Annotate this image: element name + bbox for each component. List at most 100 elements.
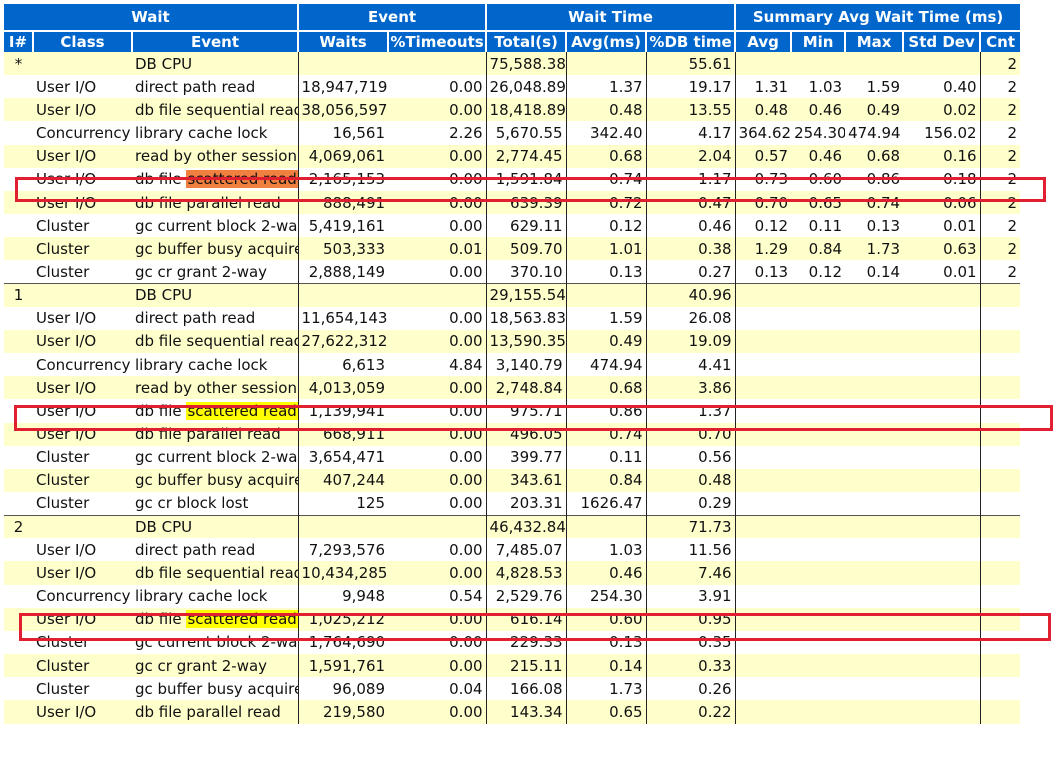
timeouts-cell: 0.00: [388, 422, 487, 446]
class-cell: User I/O: [33, 376, 132, 400]
instance-cell: [4, 306, 33, 330]
class-cell: Cluster: [33, 445, 132, 469]
waits-cell: 219,580: [297, 700, 389, 724]
table-row: Cluster gc current block 2-way 3,654,471 0.…: [4, 445, 1020, 469]
summary-min-cell: [791, 52, 846, 76]
column-header-row: I# Class Event Waits %Timeouts Total(s) …: [4, 30, 1020, 52]
table-row: User I/O db file scattered read 2,165,153 0…: [4, 167, 1020, 191]
total-seconds-cell: 4,828.53: [485, 561, 567, 585]
instance-cell: [4, 167, 33, 191]
summary-std-dev-cell: 0.06: [903, 190, 981, 215]
timeouts-cell: [388, 283, 487, 307]
summary-std-dev-cell: 0.16: [903, 144, 981, 168]
event-cell: gc cr grant 2-way: [132, 654, 299, 678]
avg-ms-cell: 1.37: [565, 75, 647, 99]
event-cell: library cache lock: [132, 353, 299, 377]
summary-min-cell: [791, 677, 846, 701]
summary-max-cell: 1.59: [845, 75, 904, 99]
summary-max-cell: [845, 491, 904, 516]
summary-avg-cell: [734, 538, 792, 562]
table-row: Cluster gc cr grant 2-way 2,888,149 0.00 370…: [4, 260, 1020, 284]
summary-std-dev-cell: [903, 561, 981, 585]
summary-max-cell: 0.68: [845, 144, 904, 168]
class-cell: User I/O: [33, 700, 132, 724]
timeouts-cell: 0.00: [388, 260, 487, 284]
table-row: Cluster gc buffer busy acquire 96,089 0.04 1…: [4, 677, 1020, 701]
event-cell: db file scattered read: [132, 607, 299, 631]
search-match-highlight: scattered read: [186, 401, 298, 420]
waits-cell: 7,293,576: [297, 538, 389, 562]
timeouts-cell: 0.00: [388, 561, 487, 585]
summary-avg-cell: [734, 584, 792, 608]
group-header-summary-avg-wait-time: Summary Avg Wait Time (ms): [734, 4, 1020, 31]
event-cell: db file sequential read: [132, 561, 299, 585]
class-cell: Concurrency: [33, 353, 132, 377]
count-cell: [979, 422, 1020, 446]
timeouts-cell: 0.04: [388, 677, 487, 701]
summary-std-dev-cell: [903, 607, 981, 631]
waits-cell: 96,089: [297, 677, 389, 701]
instance-cell: [4, 144, 33, 168]
db-time-pct-cell: 13.55: [645, 98, 736, 122]
class-cell: [33, 514, 132, 539]
event-cell: db file scattered read: [132, 399, 299, 423]
db-time-pct-cell: 0.29: [645, 491, 736, 516]
total-seconds-cell: 215.11: [485, 654, 567, 678]
avg-ms-cell: 0.65: [565, 700, 647, 724]
summary-std-dev-cell: 0.01: [903, 214, 981, 238]
total-seconds-cell: 7,485.07: [485, 538, 567, 562]
db-time-pct-cell: 0.70: [645, 422, 736, 446]
summary-avg-cell: 1.29: [734, 237, 792, 261]
count-cell: [979, 376, 1020, 400]
event-cell: gc current block 2-way: [132, 445, 299, 469]
summary-max-cell: [845, 584, 904, 608]
count-cell: [979, 514, 1020, 539]
summary-avg-cell: [734, 607, 792, 631]
count-cell: 2: [979, 190, 1020, 215]
summary-min-cell: [791, 422, 846, 446]
summary-std-dev-cell: [903, 700, 981, 724]
summary-min-cell: [791, 700, 846, 724]
instance-cell: [4, 700, 33, 724]
table-row: User I/O db file parallel read 219,580 0.00…: [4, 700, 1020, 724]
db-time-pct-cell: 0.26: [645, 677, 736, 701]
summary-avg-cell: [734, 283, 792, 307]
table-row: User I/O db file sequential read 38,056,59…: [4, 98, 1020, 122]
table-row: User I/O direct path read 11,654,143 0.00 18…: [4, 306, 1020, 330]
instance-cell: [4, 422, 33, 446]
total-seconds-cell: 1,591.84: [485, 167, 567, 191]
avg-ms-cell: 0.12: [565, 214, 647, 238]
summary-avg-cell: [734, 654, 792, 678]
summary-min-cell: 1.03: [791, 75, 846, 99]
event-cell: db file sequential read: [132, 329, 299, 354]
class-cell: Concurrency: [33, 121, 132, 145]
db-time-pct-cell: 1.37: [645, 399, 736, 423]
count-cell: 2: [979, 167, 1020, 191]
count-cell: [979, 654, 1020, 678]
avg-ms-cell: 342.40: [565, 121, 647, 145]
total-seconds-cell: 166.08: [485, 677, 567, 701]
waits-cell: 125: [297, 491, 389, 516]
count-cell: [979, 630, 1020, 655]
summary-min-cell: [791, 514, 846, 539]
timeouts-cell: 0.00: [388, 98, 487, 122]
count-cell: [979, 468, 1020, 492]
class-cell: Cluster: [33, 677, 132, 701]
summary-min-cell: [791, 329, 846, 354]
avg-ms-cell: 0.14: [565, 654, 647, 678]
class-cell: User I/O: [33, 75, 132, 99]
timeouts-cell: 0.00: [388, 329, 487, 354]
timeouts-cell: 0.00: [388, 144, 487, 168]
total-seconds-cell: 29,155.54: [485, 283, 567, 307]
timeouts-cell: 0.00: [388, 399, 487, 423]
count-cell: [979, 306, 1020, 330]
count-cell: [979, 399, 1020, 423]
waits-cell: [297, 514, 389, 539]
event-cell: db file sequential read: [132, 98, 299, 122]
instance-cell: [4, 468, 33, 492]
summary-max-cell: [845, 399, 904, 423]
avg-ms-cell: [565, 283, 647, 307]
total-seconds-cell: 629.11: [485, 214, 567, 238]
summary-max-cell: 0.13: [845, 214, 904, 238]
column-header-summary-avg: Avg: [734, 30, 792, 52]
